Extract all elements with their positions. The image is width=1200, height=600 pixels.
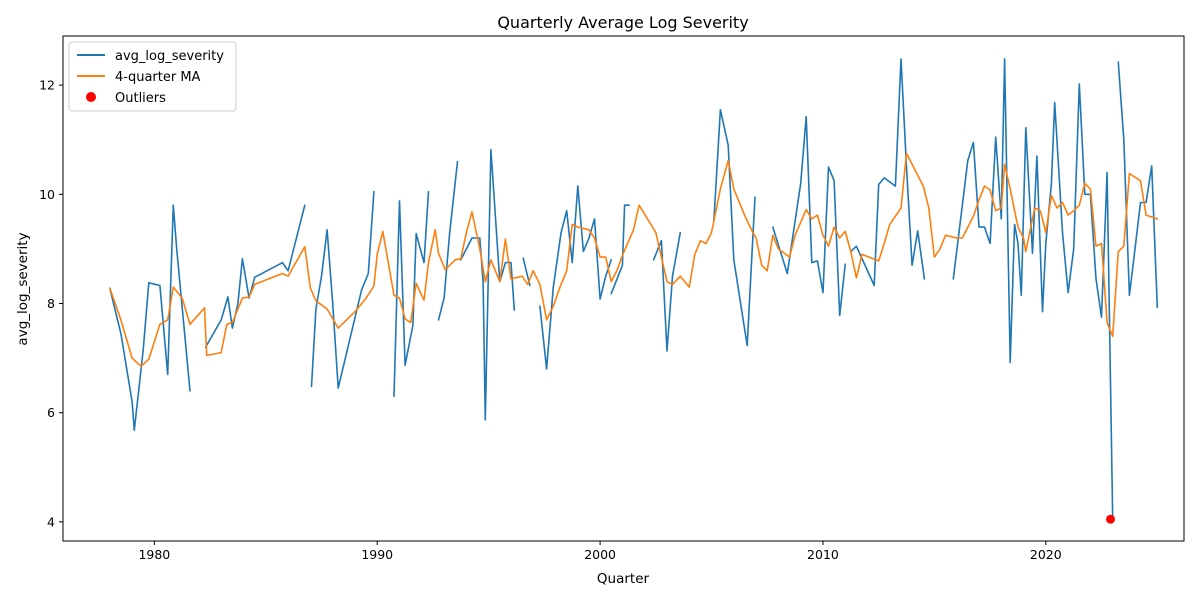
- avg-log-severity-line-segment-3: [393, 190, 430, 398]
- chart-title: Quarterly Average Log Severity: [497, 13, 748, 32]
- y-tick-label-12: 12: [39, 78, 55, 93]
- avg-log-severity-line-segment-14: [1117, 61, 1159, 309]
- plot-area: [109, 58, 1159, 524]
- avg-log-severity-line-segment-1: [204, 204, 306, 348]
- avg-log-severity-line-segment-13: [952, 58, 1114, 520]
- avg-log-severity-line-segment-2: [310, 190, 375, 389]
- avg-log-severity-line-segment-7: [539, 185, 612, 370]
- x-axis-ticks: 1980 1990 2000 2010 2020: [138, 541, 1062, 562]
- legend-box: [68, 41, 237, 112]
- avg-log-severity-line-segment-10: [713, 108, 756, 347]
- y-tick-label-8: 8: [47, 296, 55, 311]
- moving-average-line-segment-0: [109, 152, 1159, 368]
- avg-log-severity-line-segment-4: [437, 160, 459, 321]
- y-tick-label-6: 6: [47, 405, 55, 420]
- y-axis-label: avg_log_severity: [15, 232, 31, 345]
- avg-log-severity-line-segment-8: [610, 204, 630, 295]
- y-tick-label-10: 10: [39, 187, 55, 202]
- outlier-points: [1106, 514, 1115, 524]
- moving-average-series: [109, 152, 1159, 368]
- avg-log-severity-series: [109, 58, 1159, 520]
- avg-log-severity-line-segment-0: [109, 204, 191, 431]
- avg-log-severity-line-segment-12: [850, 58, 926, 287]
- legend: avg_log_severity 4-quarter MA Outliers: [68, 41, 237, 112]
- x-tick-label-2000: 2000: [584, 547, 616, 562]
- y-tick-label-4: 4: [47, 514, 55, 529]
- x-tick-label-2020: 2020: [1030, 547, 1062, 562]
- x-tick-label-1980: 1980: [138, 547, 170, 562]
- legend-swatch-outliers: [86, 92, 96, 102]
- outlier-point-0: [1106, 514, 1115, 524]
- legend-label-avg-log-severity: avg_log_severity: [115, 49, 224, 64]
- x-tick-label-1990: 1990: [361, 547, 393, 562]
- plot-frame: [62, 35, 1185, 542]
- x-tick-label-2010: 2010: [807, 547, 839, 562]
- avg-log-severity-line-segment-11: [772, 116, 846, 317]
- legend-label-moving-average: 4-quarter MA: [115, 70, 201, 85]
- legend-label-outliers: Outliers: [115, 91, 166, 106]
- x-axis-label: Quarter: [597, 571, 650, 587]
- y-axis-ticks: 4 6 8 10 12: [39, 78, 63, 529]
